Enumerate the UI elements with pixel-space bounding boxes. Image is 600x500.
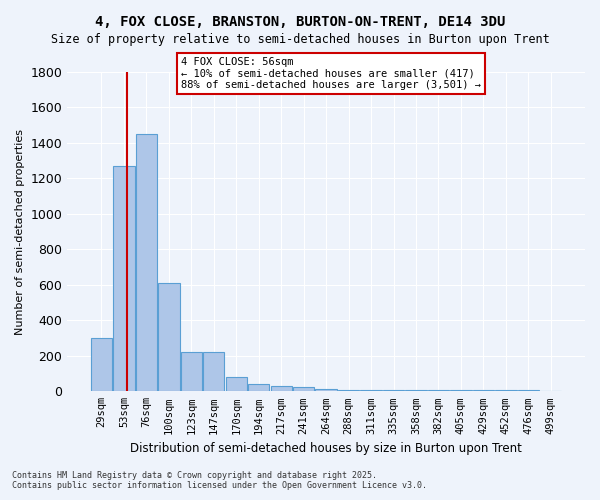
Bar xyxy=(271,386,292,392)
Bar xyxy=(428,390,449,392)
Bar xyxy=(383,390,404,392)
Bar xyxy=(338,390,359,392)
Bar xyxy=(495,390,517,392)
Text: 4 FOX CLOSE: 56sqm
← 10% of semi-detached houses are smaller (417)
88% of semi-d: 4 FOX CLOSE: 56sqm ← 10% of semi-detache… xyxy=(181,56,481,90)
Text: 4, FOX CLOSE, BRANSTON, BURTON-ON-TRENT, DE14 3DU: 4, FOX CLOSE, BRANSTON, BURTON-ON-TRENT,… xyxy=(95,15,505,29)
Text: Contains HM Land Registry data © Crown copyright and database right 2025.
Contai: Contains HM Land Registry data © Crown c… xyxy=(12,470,427,490)
Bar xyxy=(203,352,224,392)
Bar xyxy=(316,388,337,392)
Bar xyxy=(293,387,314,392)
Bar xyxy=(248,384,269,392)
Bar xyxy=(158,283,179,392)
Y-axis label: Number of semi-detached properties: Number of semi-detached properties xyxy=(15,128,25,334)
Bar xyxy=(181,352,202,392)
Bar xyxy=(113,166,134,392)
Text: Size of property relative to semi-detached houses in Burton upon Trent: Size of property relative to semi-detach… xyxy=(50,32,550,46)
Bar xyxy=(91,338,112,392)
Bar xyxy=(136,134,157,392)
Bar xyxy=(450,390,472,392)
Bar xyxy=(473,390,494,392)
Bar xyxy=(518,390,539,392)
Bar xyxy=(361,390,382,392)
X-axis label: Distribution of semi-detached houses by size in Burton upon Trent: Distribution of semi-detached houses by … xyxy=(130,442,522,455)
Bar xyxy=(406,390,427,392)
Bar xyxy=(226,377,247,392)
